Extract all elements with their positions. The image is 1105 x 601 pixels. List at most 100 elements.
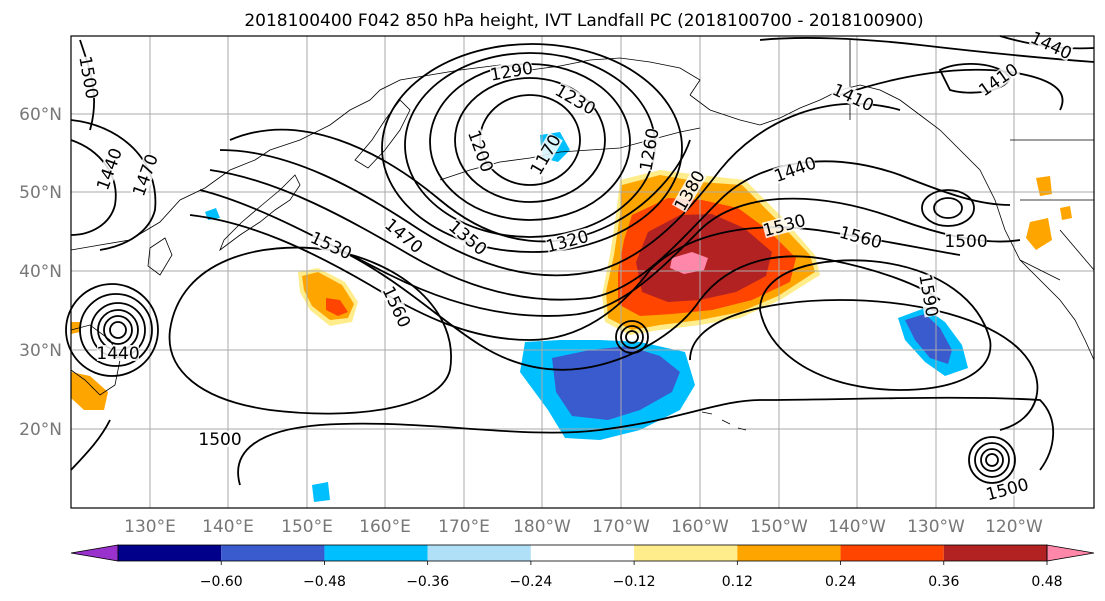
lat-label: 60°N (19, 105, 62, 125)
low-east-2 (921, 189, 975, 227)
contour-label-bg (984, 475, 1030, 503)
contour-label-bg (527, 132, 563, 177)
lon-label: 150°E (281, 517, 333, 537)
ivt-positive-left-edge-2 (71, 322, 80, 334)
contour-label-bg (97, 345, 139, 361)
ivt-negative-east-core (905, 314, 952, 364)
colorbar-tick-labels: −0.60 −0.48 −0.36 −0.24 −0.12 0.12 0.24 0.36 0.4… (200, 561, 1063, 590)
colorbar-tick-label: −0.36 (406, 574, 449, 590)
colorbar-segment (634, 545, 738, 561)
latitude-labels: 60°N 50°N 40°N 30°N 20°N (19, 105, 62, 440)
contour-label-bg (94, 146, 124, 192)
colorbar-tick-label: 0.36 (928, 574, 959, 590)
lat-label: 30°N (19, 341, 62, 361)
colorbar-segment (530, 545, 635, 561)
contour-high-west (168, 246, 452, 415)
colorbar-outline (117, 544, 1048, 562)
colorbar-tick-label: 0.24 (825, 574, 856, 590)
contour-label-bg (77, 55, 101, 100)
colorbar-segment (118, 545, 222, 561)
ivt-positive-na-1 (1026, 218, 1052, 250)
colorbar-arrow-left (70, 544, 119, 562)
contour-1470 (209, 160, 1011, 301)
contour-label-bg (976, 60, 1021, 99)
contour-1530 (189, 214, 961, 341)
coastline-korea (147, 237, 173, 276)
coastline-asia (70, 57, 701, 251)
contour-label-bg (761, 211, 807, 239)
colorbar-segment (427, 545, 531, 561)
longitude-labels: 130°E 140°E 150°E 160°E 170°E 180°W 170°W 160°W… (124, 517, 1043, 537)
colorbar-tick-label: −0.60 (200, 574, 243, 590)
lat-label: 20°N (19, 420, 62, 440)
colorbar-arrow-right (1046, 544, 1095, 562)
lat-label: 50°N (19, 183, 62, 203)
map-gridlines (71, 36, 1094, 508)
low-southeast-3 (974, 442, 1010, 478)
low-southeast-1 (985, 453, 999, 467)
contour-label: 1500 (198, 430, 241, 450)
contour-label-text: 1500 (198, 430, 241, 450)
contour-high-east (759, 259, 992, 391)
colorbar-tick-label: 0.48 (1031, 574, 1062, 590)
lon-label: 160°W (671, 517, 729, 537)
low-southeast-4 (968, 436, 1016, 484)
lon-label: 120°W (985, 517, 1043, 537)
coastline-taiwan-china (70, 324, 121, 396)
typhoon-west-5 (79, 293, 153, 367)
low-central-1 (625, 330, 639, 344)
lat-label: 40°N (19, 262, 62, 282)
typhoon-west-1 (109, 321, 127, 339)
ivt-positive-na-3 (1060, 206, 1072, 220)
contour-low-5 (381, 43, 683, 253)
contour-label-bg (838, 223, 884, 251)
coastline-hawaii (701, 411, 747, 431)
contour-label-bg (382, 216, 426, 256)
low-central-3 (615, 320, 649, 354)
coastline-alaska (689, 84, 1095, 361)
contour-label-bg (830, 81, 876, 114)
lon-label: 160°E (359, 517, 411, 537)
contour-label-bg (637, 127, 661, 172)
contour-west-1440 (70, 139, 117, 236)
coastlines (70, 40, 1095, 431)
contour-1350 (229, 128, 691, 243)
contour-label-bg (1028, 29, 1074, 62)
contour-label-bg (553, 81, 598, 117)
colorbar (70, 544, 1095, 562)
contour-label-bg (917, 273, 941, 318)
contour-label-bg (130, 152, 160, 198)
contour-1560 (339, 249, 941, 371)
ivt-positive-pink (670, 252, 708, 274)
lon-label: 170°E (438, 517, 490, 537)
colorbar-tick-label: −0.24 (509, 574, 552, 590)
contour-label-bg (671, 168, 707, 213)
colorbar-tick-label: 0.12 (722, 574, 753, 590)
contour-label: 1440 (96, 344, 139, 364)
typhoon-west-2 (103, 315, 133, 345)
ivt-shading (71, 132, 1072, 502)
lon-label: 150°W (750, 517, 808, 537)
coastline-kamchatka (354, 99, 411, 169)
contour-label-text: 1440 (96, 344, 139, 364)
low-southeast-2 (980, 448, 1004, 472)
lon-label: 140°W (828, 517, 886, 537)
map-frame (70, 35, 1095, 509)
contour-label-text: 1500 (944, 232, 987, 252)
ivt-negative-core (552, 346, 680, 420)
contour-ne-1440 (759, 37, 1095, 63)
low-central-2 (620, 325, 644, 349)
colorbar-tick-label: −0.48 (303, 574, 346, 590)
contour-low-2 (454, 77, 606, 203)
ivt-positive-na-2 (1036, 176, 1052, 196)
colorbar-segment (221, 545, 325, 561)
contour-west-1470 (70, 119, 157, 251)
contour-label-bg (544, 227, 590, 255)
contour-1410 (219, 102, 901, 277)
contour-label-bg (945, 233, 987, 249)
ivt-positive-red-west (326, 298, 348, 316)
borders-na (849, 40, 1095, 281)
contour-label-bg (772, 154, 818, 184)
